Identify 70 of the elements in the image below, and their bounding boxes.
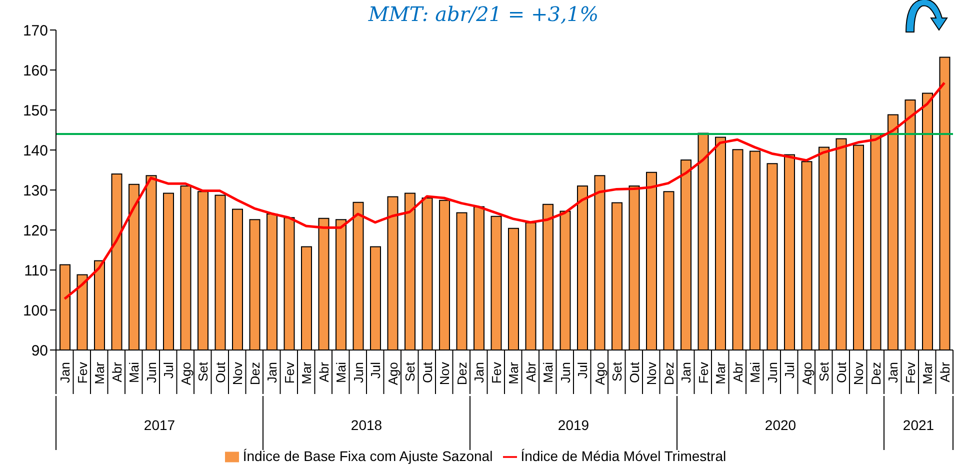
x-tick-label: Set: [402, 362, 418, 382]
legend-label: Índice de Média Móvel Trimestral: [520, 448, 726, 464]
x-tick-label: Nov: [437, 362, 452, 386]
line-series: [63, 82, 946, 300]
text: 2019: [558, 417, 590, 433]
x-tick-label: Jan: [678, 362, 694, 383]
x-tick-label: Abr: [730, 361, 746, 382]
y-tick-label: 160: [22, 62, 48, 80]
x-tick-label: Dez: [661, 362, 676, 386]
chart-title: MMT: abr/21 = +3,1%: [368, 2, 599, 26]
x-tick-label: Abr: [316, 361, 332, 382]
y-tick-label: 120: [22, 222, 48, 240]
x-tick-label: Out: [834, 362, 849, 383]
x-tick-label: Nov: [230, 362, 246, 386]
x-tick-label: Jun: [144, 362, 159, 383]
x-tick-label: Dez: [247, 362, 262, 386]
x-tick-label: Mar: [506, 361, 522, 384]
y-tick-label: 110: [24, 262, 48, 280]
x-tick-label: Jul: [575, 362, 590, 379]
x-tick-label: Jan: [264, 362, 280, 383]
x-tick-label: Fev: [488, 362, 504, 384]
x-tick-label: Mar: [92, 361, 108, 384]
x-tick-label: Mai: [126, 362, 142, 383]
x-tick-label: Mar: [713, 361, 728, 384]
x-tick-label: Ago: [385, 362, 400, 386]
x-tick-label: Fev: [902, 362, 918, 384]
x-tick-label: Nov: [644, 362, 660, 386]
x-tick-label: Dez: [868, 362, 884, 386]
y-tick-label: 100: [22, 302, 48, 320]
x-tick-label: Mar: [299, 361, 314, 384]
x-tick-label: Jan: [58, 362, 73, 383]
legend-label: Índice de Base Fixa com Ajuste Sazonal: [242, 448, 493, 464]
x-tick-label: Jan: [886, 362, 901, 383]
x-tick-label: Ago: [592, 362, 608, 386]
x-tick-label: Dez: [454, 362, 470, 386]
x-tick-label: Ago: [799, 362, 814, 386]
x-tick-label: Set: [610, 362, 625, 382]
x-tick-label: Fev: [282, 362, 297, 384]
text: 2021: [902, 417, 934, 433]
x-tick-label: Fev: [74, 362, 90, 384]
y-tick-label: 140: [22, 142, 48, 160]
y-tick-label: 130: [22, 182, 48, 200]
y-tick-label: 170: [22, 22, 48, 40]
x-tick-label: Abr: [109, 361, 124, 382]
text: 2017: [144, 417, 176, 433]
x-tick-label: Mai: [540, 362, 556, 383]
x-tick-label: Jul: [161, 362, 176, 379]
x-tick-label: Set: [196, 362, 211, 382]
x-tick-label: Mai: [748, 362, 763, 383]
x-tick-label: Out: [420, 362, 435, 383]
x-tick-label: Jun: [350, 362, 366, 383]
x-tick-label: Jul: [782, 362, 798, 379]
x-tick-label: Fev: [696, 362, 711, 384]
x-tick-label: Jul: [368, 362, 384, 379]
x-tick-label: Ago: [178, 362, 194, 386]
y-tick-label: 150: [22, 102, 48, 120]
x-tick-label: Abr: [937, 361, 952, 382]
y-tick-label: 90: [31, 342, 48, 360]
x-tick-label: Jan: [472, 362, 487, 383]
x-tick-label: Jun: [558, 362, 573, 383]
x-tick-label: Nov: [851, 362, 866, 386]
text: 2020: [764, 417, 796, 433]
x-tick-label: Set: [816, 362, 832, 382]
x-tick-label: Abr: [523, 361, 538, 382]
x-tick-label: Mai: [334, 362, 349, 383]
x-tick-label: Jun: [764, 362, 780, 383]
x-tick-label: Out: [626, 362, 642, 383]
x-tick-label: Mar: [920, 361, 936, 384]
x-tick-label: Out: [212, 362, 228, 383]
text: 2018: [350, 417, 382, 433]
